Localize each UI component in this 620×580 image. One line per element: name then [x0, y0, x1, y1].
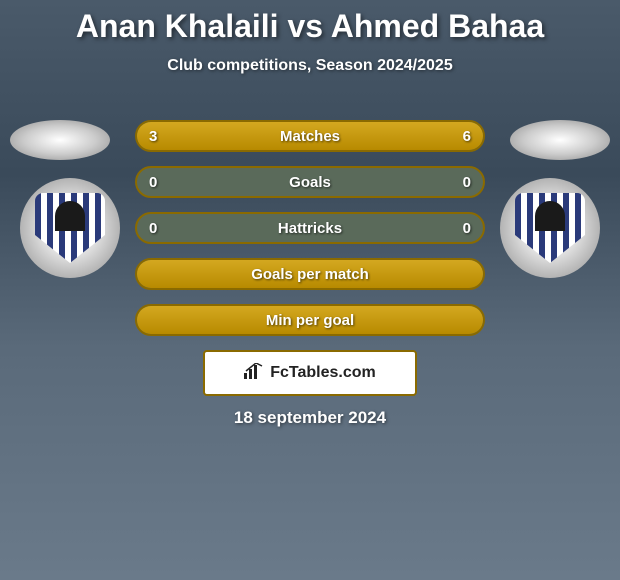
- stat-row: Matches3 6: [135, 120, 485, 152]
- stat-value-left: 0: [149, 168, 157, 196]
- player-avatar-left: [10, 120, 110, 160]
- stat-label: Hattricks: [137, 214, 483, 242]
- comparison-subtitle: Club competitions, Season 2024/2025: [0, 57, 620, 75]
- comparison-title: Anan Khalaili vs Ahmed Bahaa: [0, 0, 620, 45]
- stat-label: Matches: [137, 122, 483, 150]
- stat-row: Hattricks0 0: [135, 212, 485, 244]
- stat-row: Goals0 0: [135, 166, 485, 198]
- stat-row: Goals per match: [135, 258, 485, 290]
- club-badge-left: [20, 178, 120, 278]
- stat-label: Min per goal: [137, 306, 483, 334]
- stat-value-right: 6: [463, 122, 471, 150]
- stat-row: Min per goal: [135, 304, 485, 336]
- attribution-text: FcTables.com: [270, 364, 376, 382]
- date-label: 18 september 2024: [0, 408, 620, 428]
- stat-label: Goals: [137, 168, 483, 196]
- chart-icon: [244, 363, 264, 384]
- stat-value-right: 0: [463, 168, 471, 196]
- stat-value-right: 0: [463, 214, 471, 242]
- club-badge-right: [500, 178, 600, 278]
- player-avatar-right: [510, 120, 610, 160]
- stat-value-left: 3: [149, 122, 157, 150]
- stat-label: Goals per match: [137, 260, 483, 288]
- attribution-badge: FcTables.com: [203, 350, 417, 396]
- stat-value-left: 0: [149, 214, 157, 242]
- stats-bars-container: Matches36Goals00Hattricks00Goals per mat…: [135, 120, 485, 350]
